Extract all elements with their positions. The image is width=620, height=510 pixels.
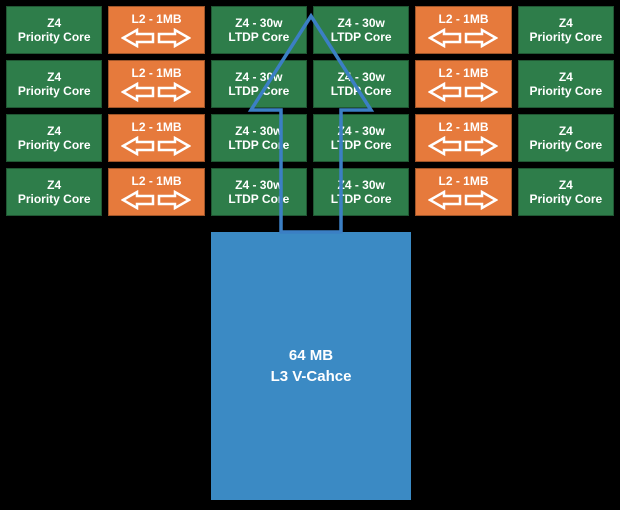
ltdp-line2: LTDP Core: [331, 30, 392, 44]
ltdp-line2: LTDP Core: [331, 192, 392, 206]
priority-line1: Z4: [559, 178, 573, 192]
priority-line2: Priority Core: [529, 192, 602, 206]
bidirectional-arrow-icon: [428, 190, 498, 210]
bidirectional-arrow-icon: [121, 136, 191, 156]
priority-cell: Z4Priority Core: [518, 60, 614, 108]
priority-line1: Z4: [47, 70, 61, 84]
bidirectional-arrow-icon: [121, 82, 191, 102]
ltdp-line1: Z4 - 30w: [235, 124, 282, 138]
l2-line1: L2 - 1MB: [131, 120, 181, 134]
ltdp-line2: LTDP Core: [228, 138, 289, 152]
l2-line1: L2 - 1MB: [131, 12, 181, 26]
ltdp-cell: Z4 - 30wLTDP Core: [211, 60, 307, 108]
l3-cache-block: 64 MB L3 V-Cahce: [211, 232, 411, 500]
l2-cell: L2 - 1MB: [108, 60, 204, 108]
priority-line2: Priority Core: [18, 138, 91, 152]
ltdp-line1: Z4 - 30w: [235, 178, 282, 192]
l2-cell: L2 - 1MB: [108, 168, 204, 216]
l2-line1: L2 - 1MB: [131, 174, 181, 188]
ltdp-cell: Z4 - 30wLTDP Core: [313, 60, 409, 108]
bidirectional-arrow-icon: [121, 190, 191, 210]
ltdp-cell: Z4 - 30wLTDP Core: [313, 114, 409, 162]
ltdp-line2: LTDP Core: [331, 138, 392, 152]
l2-line1: L2 - 1MB: [438, 12, 488, 26]
priority-cell: Z4Priority Core: [518, 114, 614, 162]
ltdp-line1: Z4 - 30w: [337, 124, 384, 138]
ltdp-line2: LTDP Core: [331, 84, 392, 98]
l2-cell: L2 - 1MB: [415, 60, 511, 108]
bidirectional-arrow-icon: [428, 28, 498, 48]
bidirectional-arrow-icon: [428, 82, 498, 102]
priority-line1: Z4: [47, 124, 61, 138]
priority-line1: Z4: [559, 124, 573, 138]
priority-line1: Z4: [559, 16, 573, 30]
l2-cell: L2 - 1MB: [415, 168, 511, 216]
l2-line1: L2 - 1MB: [131, 66, 181, 80]
ltdp-line1: Z4 - 30w: [337, 178, 384, 192]
ltdp-line2: LTDP Core: [228, 192, 289, 206]
l2-cell: L2 - 1MB: [415, 114, 511, 162]
ltdp-line1: Z4 - 30w: [235, 16, 282, 30]
priority-line2: Priority Core: [529, 30, 602, 44]
ltdp-line1: Z4 - 30w: [337, 70, 384, 84]
l2-cell: L2 - 1MB: [108, 114, 204, 162]
priority-cell: Z4Priority Core: [6, 60, 102, 108]
priority-cell: Z4Priority Core: [6, 168, 102, 216]
ltdp-cell: Z4 - 30wLTDP Core: [211, 168, 307, 216]
ltdp-cell: Z4 - 30wLTDP Core: [211, 114, 307, 162]
cache-line2: L3 V-Cahce: [271, 366, 352, 387]
l2-line1: L2 - 1MB: [438, 66, 488, 80]
priority-cell: Z4Priority Core: [518, 6, 614, 54]
priority-line2: Priority Core: [18, 30, 91, 44]
priority-line2: Priority Core: [18, 192, 91, 206]
l2-cell: L2 - 1MB: [108, 6, 204, 54]
priority-cell: Z4Priority Core: [6, 114, 102, 162]
ltdp-line1: Z4 - 30w: [337, 16, 384, 30]
ltdp-cell: Z4 - 30wLTDP Core: [313, 6, 409, 54]
priority-line1: Z4: [559, 70, 573, 84]
ltdp-cell: Z4 - 30wLTDP Core: [211, 6, 307, 54]
priority-line2: Priority Core: [18, 84, 91, 98]
priority-line2: Priority Core: [529, 84, 602, 98]
priority-cell: Z4Priority Core: [6, 6, 102, 54]
ltdp-line2: LTDP Core: [228, 84, 289, 98]
l2-line1: L2 - 1MB: [438, 174, 488, 188]
cache-line1: 64 MB: [289, 345, 333, 366]
priority-cell: Z4Priority Core: [518, 168, 614, 216]
ltdp-cell: Z4 - 30wLTDP Core: [313, 168, 409, 216]
bidirectional-arrow-icon: [428, 136, 498, 156]
l2-line1: L2 - 1MB: [438, 120, 488, 134]
ltdp-line2: LTDP Core: [228, 30, 289, 44]
ltdp-line1: Z4 - 30w: [235, 70, 282, 84]
core-grid: Z4Priority CoreL2 - 1MB Z4 - 30wLTDP Cor…: [6, 6, 614, 216]
priority-line1: Z4: [47, 16, 61, 30]
bidirectional-arrow-icon: [121, 28, 191, 48]
priority-line1: Z4: [47, 178, 61, 192]
priority-line2: Priority Core: [529, 138, 602, 152]
l2-cell: L2 - 1MB: [415, 6, 511, 54]
